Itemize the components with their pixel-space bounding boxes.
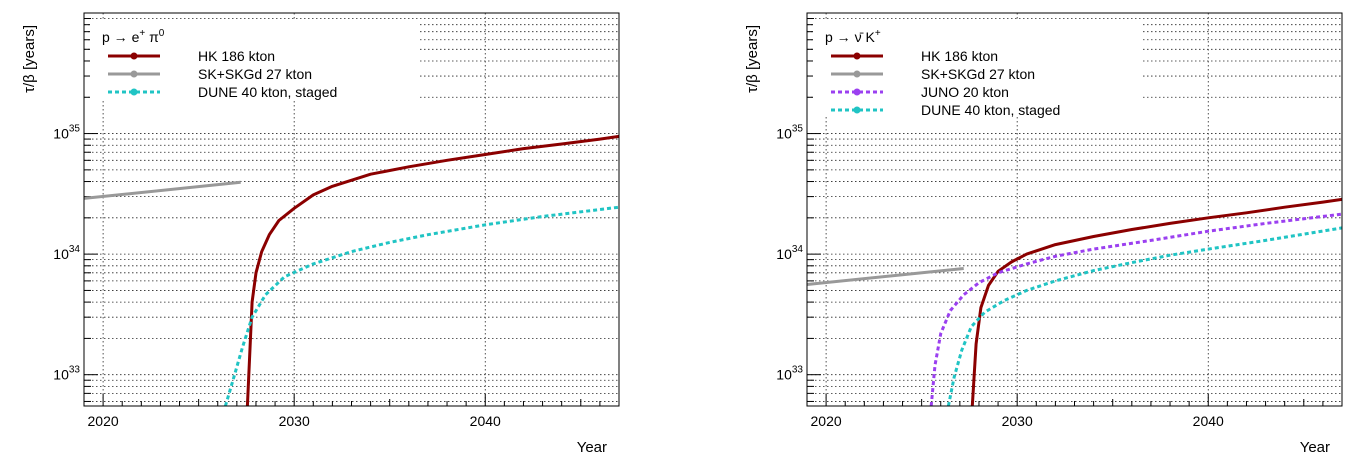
legend-label: HK 186 kton (198, 48, 275, 64)
legend-swatch-marker (853, 70, 861, 78)
x-tick-label: 2020 (88, 413, 119, 429)
legend-swatch-marker (853, 88, 861, 96)
legend-swatch-marker (853, 106, 861, 114)
y-tick-label: 1034 (776, 244, 803, 262)
legend-label: JUNO 20 kton (921, 84, 1009, 100)
series-line-2 (223, 205, 619, 406)
chart-panel-e-pi0: p → e+ π0 HK 186 kton SK+SKGd 27 kton DUNE … (21, 12, 620, 456)
y-tick-label: 1034 (53, 244, 80, 262)
x-axis-title: Year (1300, 439, 1330, 456)
y-tick-label: 1033 (53, 365, 80, 383)
series-line-3 (946, 226, 1342, 406)
y-axis-title: τ/β [years] (21, 25, 38, 93)
legend-label: HK 186 kton (921, 48, 998, 64)
legend-label: SK+SKGd 27 kton (921, 66, 1035, 82)
y-tick-label: 1035 (776, 124, 803, 142)
series-line-1 (807, 267, 964, 286)
plot-frame (806, 12, 1343, 407)
x-tick-label: 2020 (811, 413, 842, 429)
series-line-0 (970, 197, 1342, 406)
legend-swatch-marker (130, 52, 138, 60)
y-tick-label: 1035 (53, 124, 80, 142)
legend: p → ν̄ K+ HK 186 kton SK+SKGd 27 kton JUNO … (813, 19, 1143, 118)
process-label: p → ν̄ K+ (825, 28, 881, 45)
series-line-1 (84, 180, 241, 200)
x-tick-label: 2030 (279, 413, 310, 429)
x-tick-label: 2040 (470, 413, 501, 429)
legend-label: DUNE 40 kton, staged (198, 84, 337, 100)
legend-swatch-marker (853, 52, 861, 60)
process-label: p → e+ π0 (102, 28, 165, 45)
x-axis-title: Year (577, 439, 607, 456)
x-tick-label: 2040 (1193, 413, 1224, 429)
legend-label: DUNE 40 kton, staged (921, 102, 1060, 118)
y-tick-label: 1033 (776, 365, 803, 383)
legend-label: SK+SKGd 27 kton (198, 66, 312, 82)
x-tick-label: 2030 (1002, 413, 1033, 429)
legend: p → e+ π0 HK 186 kton SK+SKGd 27 kton DUNE … (90, 19, 420, 100)
legend-swatch-marker (130, 88, 138, 96)
legend-background (813, 19, 1143, 117)
series-lines (84, 134, 619, 406)
plot-frame (83, 12, 620, 407)
ticks (806, 18, 1343, 406)
chart-panel-nu-k: p → ν̄ K+ HK 186 kton SK+SKGd 27 kton JUNO … (744, 12, 1343, 456)
series-line-0 (245, 134, 619, 406)
series-line-2 (929, 212, 1342, 406)
legend-swatch-marker (130, 70, 138, 78)
series-lines (807, 197, 1342, 406)
legend-background (90, 19, 420, 99)
y-axis-title: τ/β [years] (744, 25, 761, 93)
